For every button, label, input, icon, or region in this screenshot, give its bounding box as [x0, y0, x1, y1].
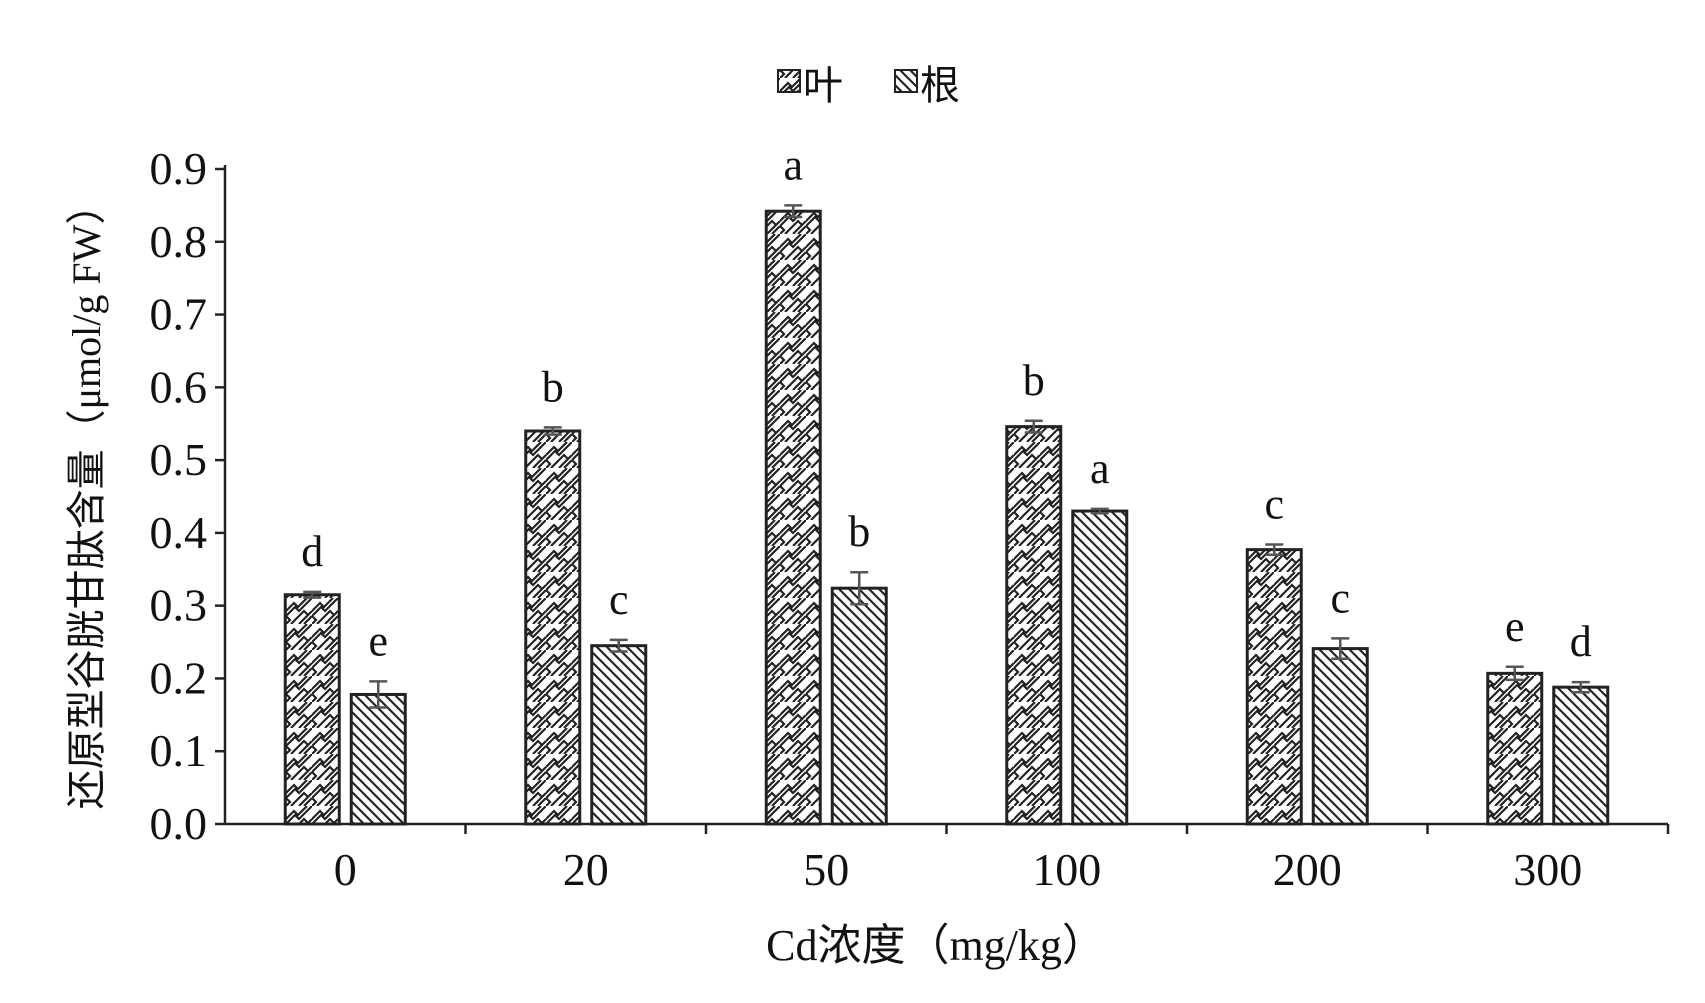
- y-tick-label: 0.3: [150, 580, 208, 631]
- bar-leaf: [1005, 425, 1063, 826]
- significance-letter: a: [783, 140, 803, 189]
- significance-letter: a: [1090, 444, 1110, 493]
- y-tick-label: 0.2: [150, 652, 208, 703]
- y-tick-label: 0.0: [150, 798, 208, 849]
- plot-area: 0.0 0.1 0.2 0.3 0.4 0.5 0.6 0.7 0.8 0.9 0 20 50 100 20…: [150, 140, 1670, 895]
- bar-root: [590, 644, 648, 826]
- y-tick-label: 0.1: [150, 725, 208, 776]
- x-tick-label: 0: [334, 844, 357, 895]
- significance-letter: b: [542, 362, 564, 411]
- significance-letter: e: [1505, 602, 1525, 651]
- x-tick-label: 50: [803, 844, 849, 895]
- legend-swatch-leaf: [777, 69, 801, 93]
- legend-label-root: 根: [920, 63, 960, 108]
- significance-letter: b: [848, 507, 870, 556]
- bar-leaf: [524, 429, 582, 826]
- significance-letter: c: [609, 575, 629, 624]
- significance-letter: c: [1264, 480, 1284, 529]
- bar-root: [1311, 647, 1369, 826]
- legend: 叶 根: [777, 63, 960, 108]
- x-axis-title: Cd浓度（mg/kg）: [766, 921, 1106, 970]
- bar-root: [349, 692, 407, 826]
- legend-label-leaf: 叶: [803, 63, 843, 108]
- y-tick-label: 0.5: [150, 434, 208, 485]
- y-tick-label: 0.6: [150, 361, 208, 412]
- significance-letter: d: [301, 527, 323, 576]
- significance-letter: d: [1570, 617, 1592, 666]
- bar-leaf: [283, 593, 341, 826]
- significance-letter: e: [368, 616, 388, 665]
- bar-leaf: [764, 209, 822, 826]
- x-tick-label: 100: [1032, 844, 1101, 895]
- bar-leaf: [1486, 671, 1544, 826]
- significance-letter: b: [1023, 356, 1045, 405]
- y-tick-label: 0.4: [150, 507, 208, 558]
- legend-swatch-root: [894, 69, 918, 93]
- bar-root: [1071, 509, 1129, 826]
- y-tick-label: 0.9: [150, 143, 208, 194]
- bar-root: [1552, 685, 1610, 826]
- x-tick-label: 20: [563, 844, 609, 895]
- x-tick-label: 200: [1273, 844, 1342, 895]
- y-tick-label: 0.7: [150, 289, 208, 340]
- bar-root: [830, 586, 888, 826]
- bar-leaf: [1245, 548, 1303, 826]
- y-axis-title: 还原型谷胱甘肽含量（μmol/g FW）: [64, 185, 109, 810]
- significance-letter: c: [1330, 573, 1350, 622]
- y-tick-label: 0.8: [150, 216, 208, 267]
- x-tick-label: 300: [1513, 844, 1582, 895]
